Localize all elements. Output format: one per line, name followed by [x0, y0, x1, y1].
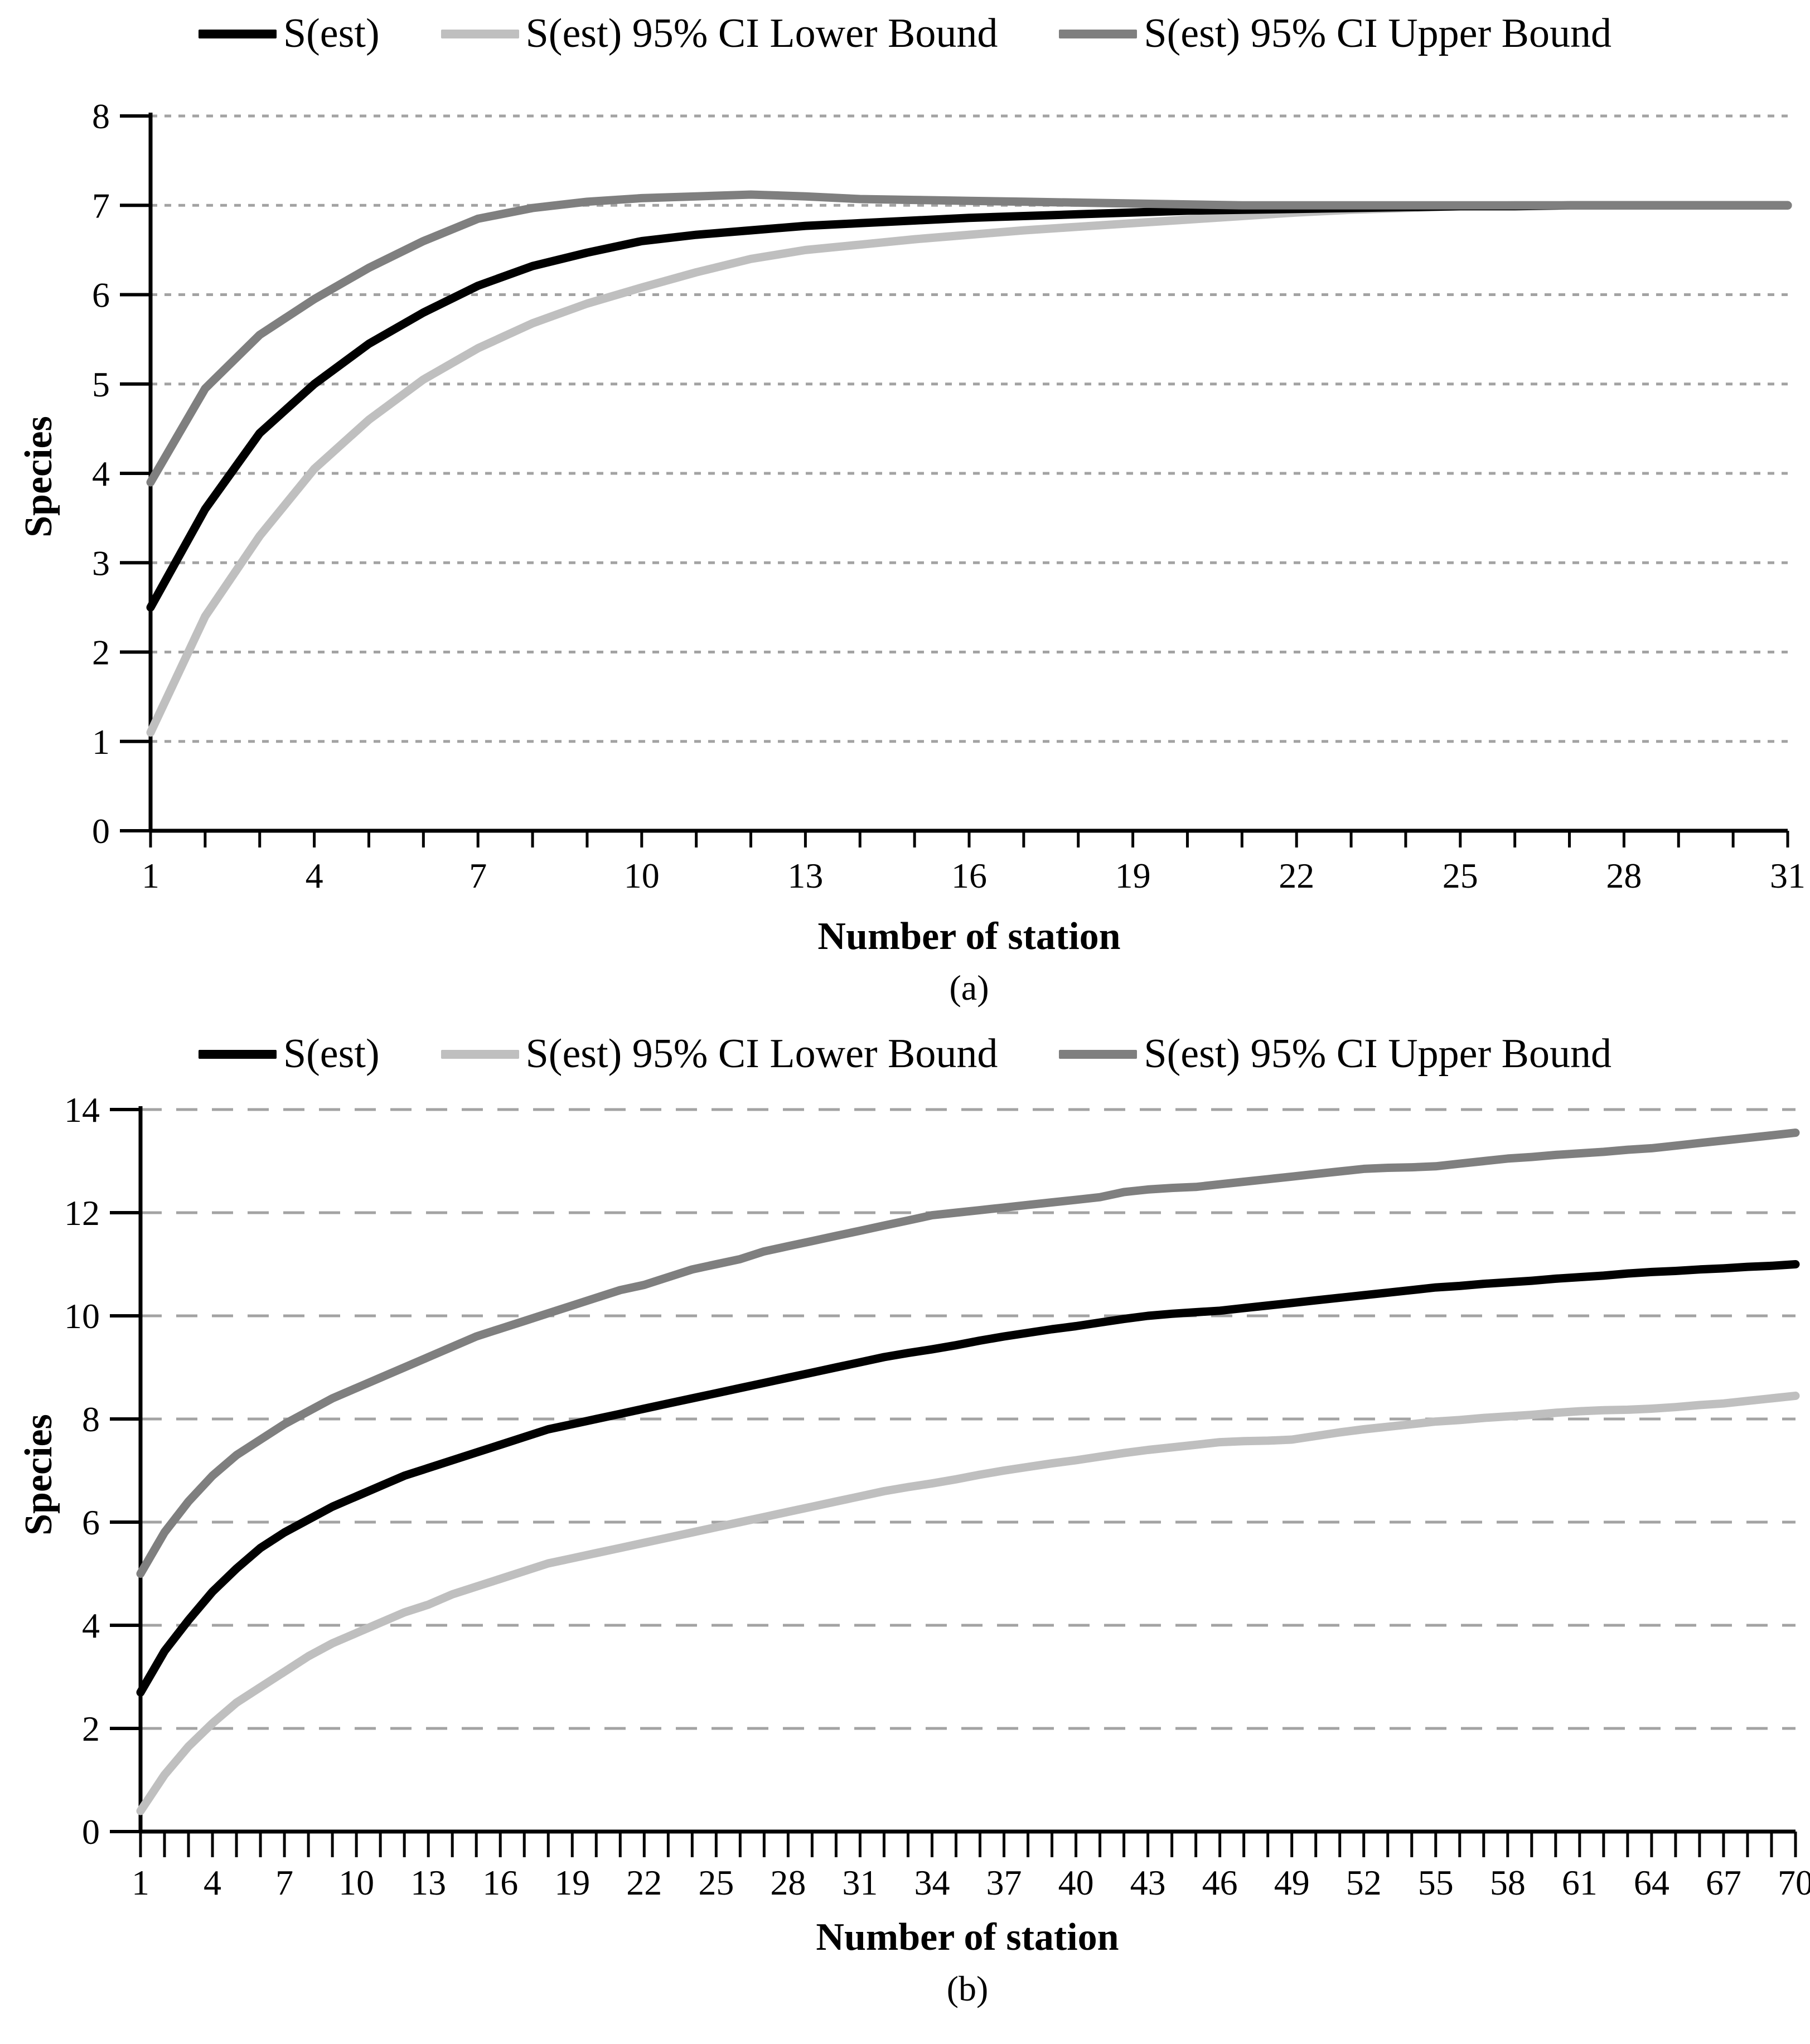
x-tick-label: 22	[626, 1863, 662, 1902]
series-line-lower-bound	[136, 1391, 1800, 1815]
legend-item-upper-bound: S(est) 95% CI Upper Bound	[1059, 10, 1611, 57]
y-tick-label: 7	[92, 186, 110, 225]
legend-panel-a: S(est) S(est) 95% CI Lower Bound S(est) …	[0, 10, 1810, 57]
x-axis-title-panel-a: Number of station	[817, 915, 1121, 958]
y-axis-title-panel-a: Species	[17, 416, 60, 537]
y-tick-label: 5	[92, 365, 110, 404]
upper-bound-line-swatch	[1059, 1049, 1138, 1059]
sest-line-swatch	[198, 1049, 277, 1059]
legend-item-upper-bound: S(est) 95% CI Upper Bound	[1059, 1030, 1611, 1078]
x-axis-title-panel-b: Number of station	[816, 1916, 1119, 1959]
legend-label-sest: S(est)	[283, 11, 380, 56]
legend-label-lower-bound: S(est) 95% CI Lower Bound	[525, 11, 998, 56]
y-tick-label: 8	[92, 96, 110, 136]
legend-label-sest: S(est)	[283, 1031, 380, 1077]
x-tick-label: 10	[624, 856, 660, 895]
legend-label-lower-bound: S(est) 95% CI Lower Bound	[525, 1031, 998, 1077]
caption-panel-a: (a)	[949, 968, 989, 1008]
y-tick-label: 3	[92, 543, 110, 583]
y-tick-label: 10	[64, 1296, 100, 1336]
x-tick-label: 64	[1634, 1863, 1669, 1902]
x-tick-label: 37	[986, 1863, 1022, 1902]
legend-item-lower-bound: S(est) 95% CI Lower Bound	[441, 1030, 998, 1078]
lower-bound-line-swatch	[441, 1049, 519, 1059]
x-tick-label: 49	[1274, 1863, 1310, 1902]
legend-label-upper-bound: S(est) 95% CI Upper Bound	[1144, 11, 1611, 56]
x-tick-label: 4	[306, 856, 323, 895]
x-tick-label: 7	[275, 1863, 293, 1902]
y-tick-label: 14	[64, 1090, 100, 1130]
y-tick-label: 12	[64, 1193, 100, 1233]
legend-item-lower-bound: S(est) 95% CI Lower Bound	[441, 10, 998, 57]
x-tick-label: 16	[951, 856, 987, 895]
x-tick-label: 55	[1418, 1863, 1454, 1902]
x-tick-label: 13	[787, 856, 823, 895]
x-tick-label: 16	[482, 1863, 518, 1902]
x-tick-label: 1	[142, 856, 159, 895]
y-tick-label: 8	[82, 1399, 100, 1439]
x-tick-label: 13	[410, 1863, 446, 1902]
y-tick-label: 2	[92, 633, 110, 672]
legend-item-sest: S(est)	[198, 1030, 380, 1078]
upper-bound-line-swatch	[1059, 29, 1138, 38]
series-line-sest	[136, 1260, 1800, 1697]
y-tick-label: 4	[92, 454, 110, 493]
legend-label-upper-bound: S(est) 95% CI Upper Bound	[1144, 1031, 1611, 1077]
x-tick-label: 19	[1115, 856, 1151, 895]
series-line-upper-bound	[146, 190, 1792, 487]
caption-panel-b: (b)	[946, 1969, 989, 2008]
y-axis-title-panel-b: Species	[17, 1414, 60, 1536]
x-tick-label: 58	[1490, 1863, 1526, 1902]
y-tick-label: 0	[92, 811, 110, 851]
x-tick-label: 25	[1443, 856, 1478, 895]
x-tick-label: 67	[1706, 1863, 1741, 1902]
x-tick-label: 40	[1058, 1863, 1094, 1902]
x-tick-label: 31	[842, 1863, 878, 1902]
x-tick-label: 28	[770, 1863, 806, 1902]
y-tick-label: 1	[92, 722, 110, 762]
x-tick-label: 10	[338, 1863, 374, 1902]
y-tick-label: 0	[82, 1812, 100, 1852]
x-tick-label: 70	[1778, 1863, 1810, 1902]
y-tick-label: 4	[82, 1606, 100, 1645]
x-tick-label: 46	[1202, 1863, 1238, 1902]
y-tick-label: 2	[82, 1709, 100, 1748]
series-line-lower-bound	[146, 201, 1792, 737]
x-tick-label: 28	[1606, 856, 1642, 895]
x-tick-label: 52	[1346, 1863, 1382, 1902]
series-line-upper-bound	[136, 1128, 1800, 1578]
x-tick-label: 4	[204, 1863, 221, 1902]
x-tick-label: 22	[1279, 856, 1314, 895]
x-tick-label: 19	[554, 1863, 590, 1902]
x-tick-label: 25	[698, 1863, 734, 1902]
legend-item-sest: S(est)	[198, 10, 380, 57]
x-tick-label: 43	[1130, 1863, 1166, 1902]
legend-panel-b: S(est) S(est) 95% CI Lower Bound S(est) …	[0, 1030, 1810, 1078]
x-tick-label: 31	[1770, 856, 1806, 895]
lower-bound-line-swatch	[441, 29, 519, 38]
series-line-sest	[146, 201, 1792, 612]
x-tick-label: 34	[914, 1863, 950, 1902]
x-tick-label: 1	[132, 1863, 149, 1902]
y-tick-label: 6	[82, 1503, 100, 1542]
sest-line-swatch	[198, 29, 277, 38]
x-tick-label: 7	[469, 856, 487, 895]
y-tick-label: 6	[92, 275, 110, 315]
x-tick-label: 61	[1562, 1863, 1598, 1902]
